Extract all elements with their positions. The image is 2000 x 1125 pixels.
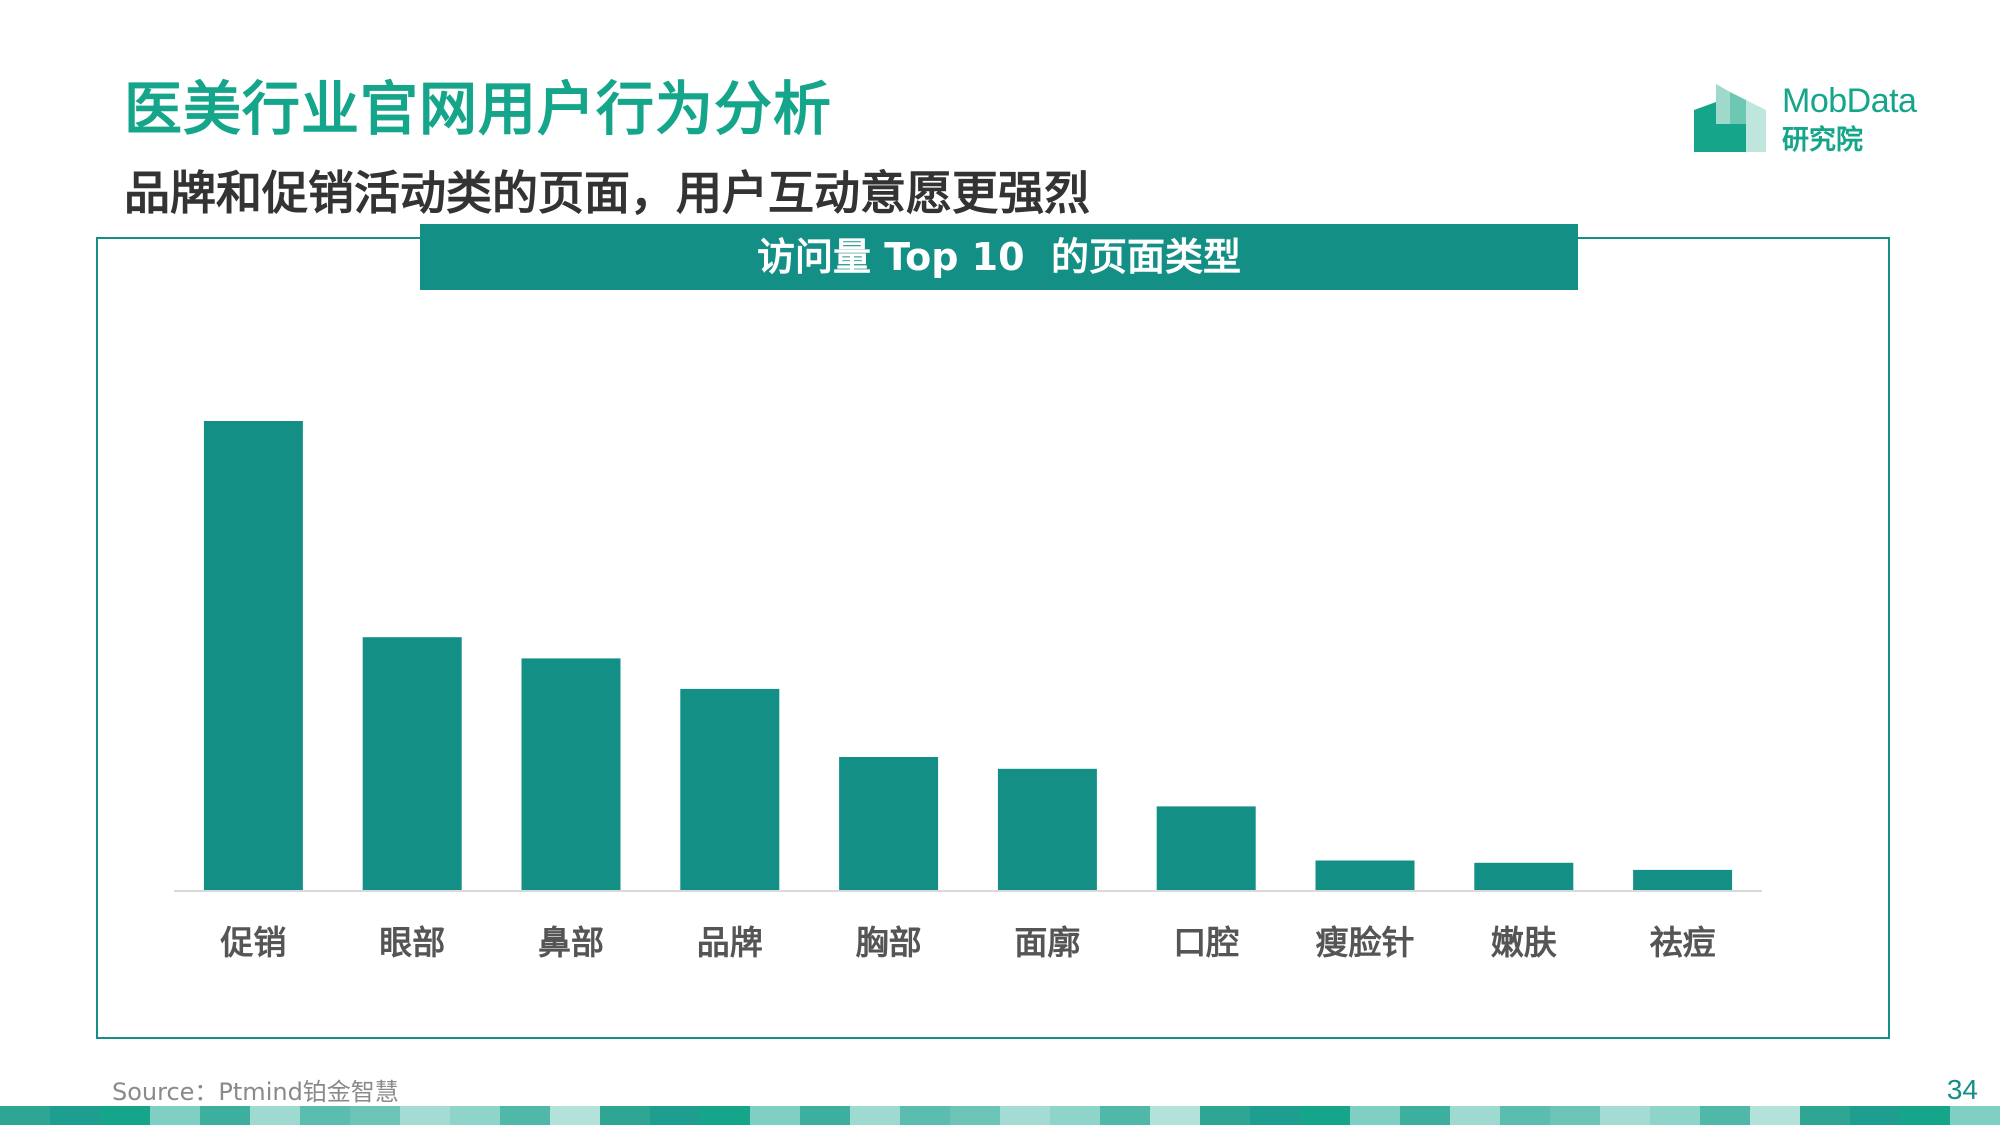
stripe-segment	[0, 1106, 50, 1125]
page-subtitle: 品牌和促销活动类的页面，用户互动意愿更强烈	[124, 166, 1090, 220]
bar-3	[521, 658, 621, 892]
stripe-segment	[1700, 1106, 1750, 1125]
stripe-segment	[1000, 1106, 1050, 1125]
stripe-segment	[300, 1106, 350, 1125]
stripe-segment	[900, 1106, 950, 1125]
stripe-segment	[1450, 1106, 1500, 1125]
stripe-segment	[1500, 1106, 1550, 1125]
page-title: 医美行业官网用户行为分析	[124, 75, 833, 143]
category-label: 鼻部	[538, 923, 604, 962]
category-label: 促销	[219, 923, 286, 962]
stripe-segment	[1550, 1106, 1600, 1125]
stripe-segment	[1250, 1106, 1300, 1125]
bar-5	[839, 757, 939, 891]
bar-7	[1156, 806, 1256, 891]
stripe-segment	[250, 1106, 300, 1125]
source-note: Source：Ptmind铂金智慧	[112, 1078, 399, 1106]
stripe-segment	[850, 1106, 900, 1125]
stripe-segment	[1950, 1106, 2000, 1125]
mobdata-logo: MobData 研究院	[1694, 80, 1934, 156]
stripe-segment	[150, 1106, 200, 1125]
bar-10	[1633, 869, 1733, 891]
category-label: 瘦脸针	[1316, 923, 1415, 962]
stripe-segment	[400, 1106, 450, 1125]
bar-8	[1315, 860, 1415, 892]
category-label: 嫩肤	[1491, 923, 1558, 962]
stripe-segment	[800, 1106, 850, 1125]
bar-2	[362, 637, 462, 891]
stripe-segment	[1750, 1106, 1800, 1125]
stripe-segment	[600, 1106, 650, 1125]
stripe-segment	[1050, 1106, 1100, 1125]
stripe-segment	[100, 1106, 150, 1125]
bar-9	[1474, 862, 1574, 891]
stripe-segment	[50, 1106, 100, 1125]
stripe-segment	[1400, 1106, 1450, 1125]
stripe-segment	[1350, 1106, 1400, 1125]
stripe-segment	[200, 1106, 250, 1125]
stripe-segment	[1100, 1106, 1150, 1125]
stripe-segment	[950, 1106, 1000, 1125]
stripe-segment	[1600, 1106, 1650, 1125]
bar-6	[997, 768, 1097, 891]
category-labels-layer: 促销 眼部 鼻部 品牌 胸部 面廓 口腔 瘦脸针 嫩肤 祛痘	[219, 923, 1715, 962]
category-label: 面廓	[1014, 923, 1080, 962]
building-logo-icon	[1694, 84, 1766, 152]
category-label: 胸部	[856, 923, 922, 962]
logo-subtitle: 研究院	[1782, 125, 1863, 156]
stripe-segment	[750, 1106, 800, 1125]
stripe-segment	[1200, 1106, 1250, 1125]
stripe-segment	[650, 1106, 700, 1125]
category-label: 口腔	[1173, 923, 1239, 962]
logo-wordmark: MobData	[1782, 82, 1917, 120]
stripe-segment	[350, 1106, 400, 1125]
stripe-segment	[1900, 1106, 1950, 1125]
stripe-segment	[700, 1106, 750, 1125]
category-label: 品牌	[697, 923, 763, 962]
stripe-segment	[500, 1106, 550, 1125]
page-number: 34	[1946, 1074, 1978, 1105]
stripe-segment	[1850, 1106, 1900, 1125]
stripe-segment	[550, 1106, 600, 1125]
footer-stripe	[0, 1106, 2000, 1125]
stripe-segment	[1800, 1106, 1850, 1125]
bars-layer	[203, 421, 1733, 892]
stripe-segment	[1150, 1106, 1200, 1125]
stripe-segment	[1300, 1106, 1350, 1125]
stripe-segment	[1650, 1106, 1700, 1125]
bar-4	[680, 688, 780, 891]
bar-1	[203, 421, 303, 891]
chart-title: 访问量 Top 10 的页面类型	[420, 224, 1578, 290]
category-label: 祛痘	[1650, 923, 1716, 962]
category-label: 眼部	[379, 923, 445, 962]
stripe-segment	[450, 1106, 500, 1125]
